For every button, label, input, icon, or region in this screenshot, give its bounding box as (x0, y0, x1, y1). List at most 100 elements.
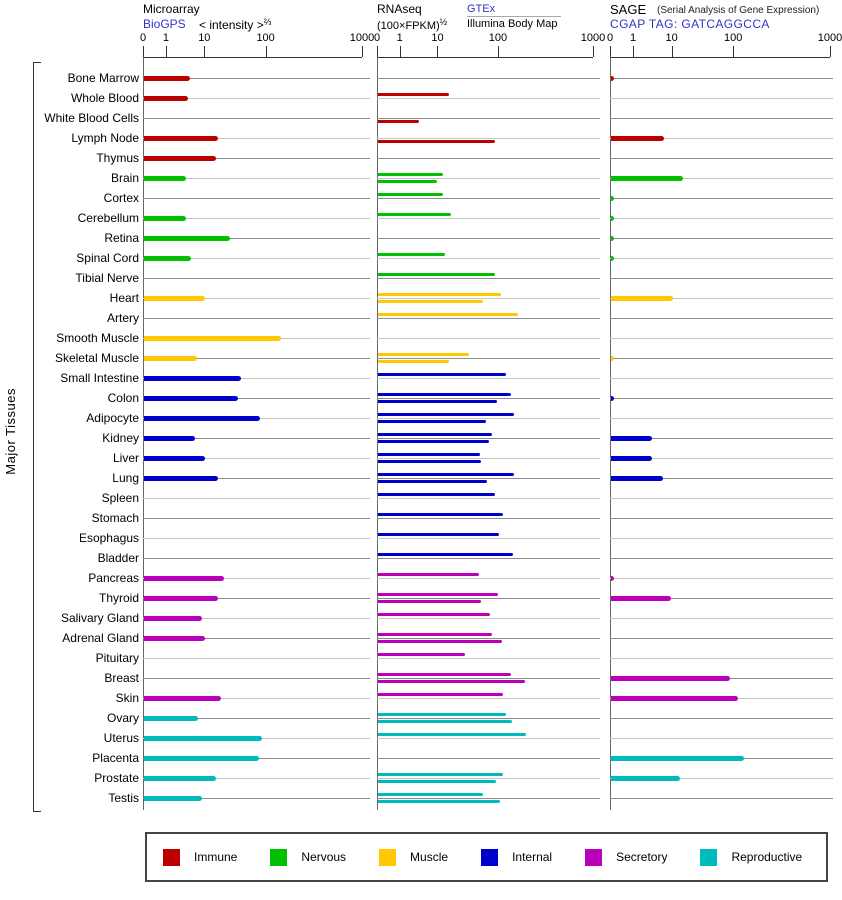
row-gridline (377, 658, 600, 659)
sage-bar (611, 195, 615, 201)
tissue-label: Pituitary (95, 651, 139, 665)
legend-label: Immune (194, 850, 238, 864)
tissue-label: Retina (104, 231, 139, 245)
rnaseq-gtex-bar (378, 253, 446, 256)
tissue-label: Whole Blood (70, 91, 139, 105)
rnaseq-gtex-bar (378, 533, 499, 536)
legend-label: Internal (512, 850, 553, 864)
tissue-label: Colon (107, 391, 139, 405)
row-gridline (610, 778, 833, 779)
x-axis-tick-label: 10 (665, 32, 678, 44)
rnaseq-gtex-bar (378, 573, 479, 576)
sage-bar (611, 575, 615, 581)
row-gridline (610, 78, 833, 79)
tissue-label: Adrenal Gland (62, 631, 139, 645)
row-gridline (143, 538, 370, 539)
microarray-bar (144, 75, 191, 81)
tissue-label: Ovary (106, 711, 139, 725)
nervous-swatch (270, 848, 288, 866)
row-gridline (610, 798, 833, 799)
sage-bar (611, 695, 739, 701)
row-gridline (377, 758, 600, 759)
sage-bar (611, 475, 663, 481)
x-axis-tick (610, 46, 611, 57)
rnaseq-gtex-bar (378, 693, 503, 696)
row-gridline (143, 198, 370, 199)
microarray-bar (144, 775, 217, 781)
row-gridline (377, 338, 600, 339)
row-gridline (610, 598, 833, 599)
row-gridline (610, 498, 833, 499)
rnaseq-gtex-bar (378, 173, 444, 176)
x-axis-tick (733, 46, 735, 57)
row-gridline (610, 298, 833, 299)
rnaseq-transform-label: (100×FPKM)½ (377, 17, 448, 32)
rnaseq-gtex-bar (378, 553, 513, 556)
gtex-link[interactable]: GTEx (467, 3, 496, 15)
row-gridline (143, 438, 370, 439)
microarray-bar (144, 695, 221, 701)
tissue-label: Stomach (91, 511, 139, 525)
row-gridline (377, 718, 600, 719)
legend-label: Muscle (410, 850, 449, 864)
row-gridline (143, 78, 370, 79)
row-gridline (377, 618, 600, 619)
row-gridline (143, 98, 370, 99)
rnaseq-gtex-bar (378, 313, 519, 316)
row-gridline (143, 518, 370, 519)
row-gridline (377, 398, 600, 399)
row-gridline (610, 398, 833, 399)
row-gridline (377, 278, 600, 279)
x-axis-tick-label: 1000 (580, 32, 606, 44)
x-axis-tick-label: 1 (630, 32, 637, 44)
microarray-bar (144, 455, 206, 461)
row-gridline (377, 638, 600, 639)
row-gridline (377, 698, 600, 699)
row-gridline (610, 158, 833, 159)
row-gridline (610, 618, 833, 619)
illumina-body-map-label: Illumina Body Map (467, 18, 558, 30)
tissue-label: Breast (104, 671, 139, 685)
row-gridline (377, 438, 600, 439)
cgap-tag-link[interactable]: CGAP TAG: GATCAGGCCA (610, 17, 770, 31)
microarray-bar (144, 795, 202, 801)
rnaseq-illumina-bar (378, 300, 484, 303)
biogps-link[interactable]: BioGPS (143, 17, 186, 31)
row-gridline (377, 98, 600, 99)
x-axis-tick-label: 10 (431, 32, 444, 44)
row-gridline (610, 118, 833, 119)
row-gridline (143, 618, 370, 619)
x-axis-line-panel-3 (610, 57, 830, 58)
row-gridline (610, 178, 833, 179)
row-gridline (610, 198, 833, 199)
rnaseq-illumina-bar (378, 140, 495, 143)
x-axis-tick-label: 0 (373, 32, 381, 44)
x-axis-tick (377, 46, 378, 57)
tissue-label: Artery (106, 311, 139, 325)
x-axis-line-panel-1 (143, 57, 362, 58)
microarray-exponent: ⅔ (263, 17, 272, 27)
tissue-label: Lymph Node (71, 131, 139, 145)
row-gridline (143, 238, 370, 239)
row-gridline (377, 498, 600, 499)
tissue-label: Cerebellum (77, 211, 139, 225)
rnaseq-illumina-bar (378, 400, 498, 403)
sage-bar (611, 355, 615, 361)
microarray-bar (144, 575, 224, 581)
tissue-label: Spleen (101, 491, 139, 505)
sage-bar (611, 255, 615, 261)
tissue-label: Esophagus (78, 531, 139, 545)
row-gridline (610, 518, 833, 519)
row-gridline (610, 378, 833, 379)
x-axis-tick (204, 46, 206, 57)
row-gridline (377, 238, 600, 239)
rnaseq-illumina-bar (378, 680, 526, 683)
microarray-bar (144, 155, 217, 161)
rnaseq-illumina-bar (378, 460, 482, 463)
rnaseq-illumina-bar (378, 440, 490, 443)
row-gridline (610, 478, 833, 479)
row-gridline (377, 478, 600, 479)
x-axis-tick (671, 46, 673, 57)
row-gridline (143, 278, 370, 279)
zero-baseline-panel-2 (377, 57, 378, 810)
